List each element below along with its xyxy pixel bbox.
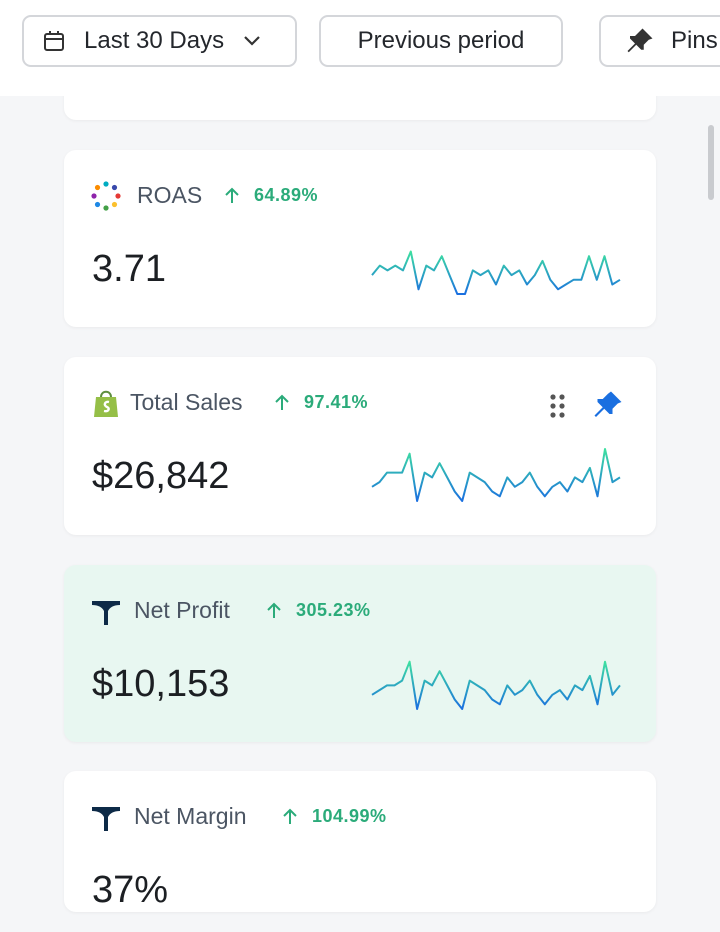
metric-value: 3.71 [92, 248, 166, 290]
pin-icon [627, 28, 653, 53]
date-range-label: Last 30 Days [84, 27, 225, 54]
metric-value: $26,842 [92, 455, 230, 497]
calendar-icon [44, 31, 64, 51]
sparkline-line [371, 250, 621, 295]
sparkline [371, 448, 621, 502]
metric-name: Net Margin [134, 803, 247, 829]
metric-name: Net Profit [134, 597, 230, 623]
trend-up-icon [225, 187, 239, 203]
metric-icon [91, 181, 121, 211]
metric-change: 97.41% [304, 392, 369, 412]
metric-card: Total Sales 97.41% $26,842 [64, 357, 656, 535]
comparison-button[interactable]: Previous period [319, 15, 563, 67]
filter-bar: Last 30 Days Previous period Pins [0, 0, 720, 96]
metric-change: 104.99% [312, 806, 387, 826]
sparkline [371, 250, 621, 295]
comparison-label: Previous period [357, 27, 525, 54]
metric-icon [94, 390, 118, 417]
pins-label: Pins [671, 27, 718, 54]
trend-up-icon [283, 808, 297, 824]
chevron-icon [244, 36, 260, 46]
metric-name: ROAS [137, 182, 203, 208]
sparkline-line [371, 448, 621, 502]
metric-change: 64.89% [254, 185, 319, 205]
sparkline-line [371, 660, 621, 710]
metric-icon [92, 807, 120, 831]
metric-value: $10,153 [92, 663, 230, 705]
metric-icon [92, 601, 120, 625]
metric-change: 305.23% [296, 600, 371, 620]
date-range-button[interactable]: Last 30 Days [22, 15, 297, 67]
trend-up-icon [275, 394, 289, 410]
scrollbar [708, 125, 714, 200]
sparkline [371, 660, 621, 710]
drag-handle[interactable] [548, 393, 568, 419]
metric-card: Net Profit 305.23% $10,153 [64, 565, 656, 742]
metric-card: Net Margin 104.99% 37% [64, 771, 656, 912]
trend-up-icon [267, 602, 281, 618]
metric-name: Total Sales [130, 389, 243, 415]
pins-button[interactable]: Pins [599, 15, 720, 67]
metric-card: ROAS 64.89% 3.71 [64, 150, 656, 327]
metric-value: 37% [92, 869, 169, 911]
pin-toggle[interactable] [590, 387, 626, 423]
